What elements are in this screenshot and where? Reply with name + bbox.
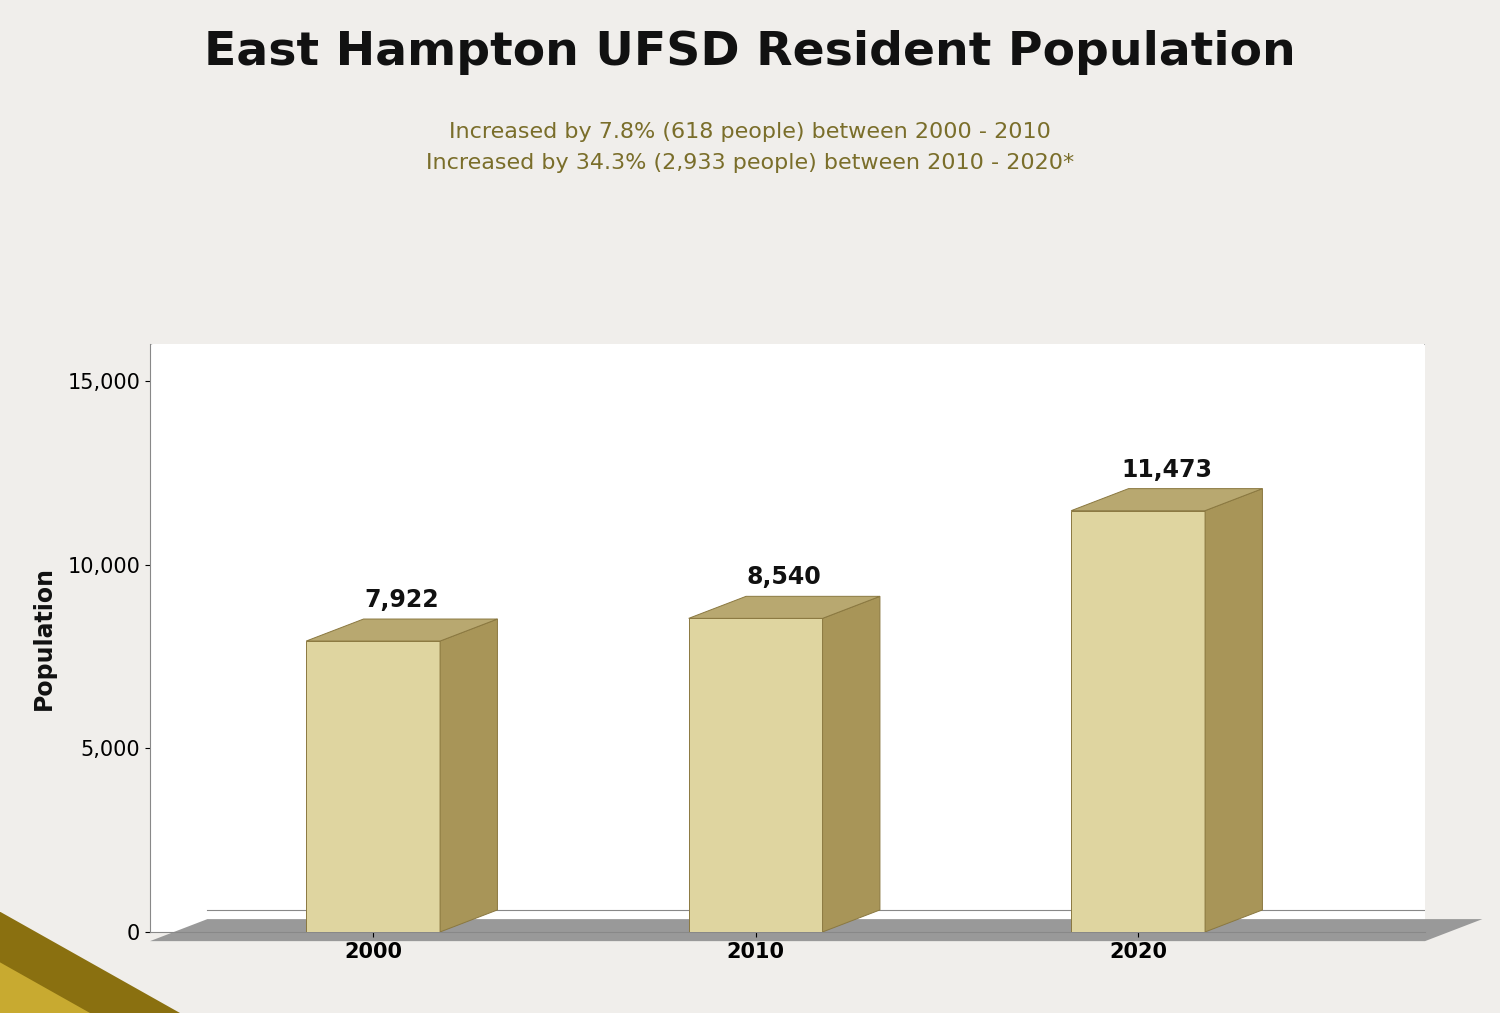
Polygon shape bbox=[440, 619, 498, 932]
Polygon shape bbox=[150, 919, 1482, 941]
Y-axis label: Population: Population bbox=[33, 566, 57, 710]
Polygon shape bbox=[0, 962, 90, 1013]
Polygon shape bbox=[306, 619, 498, 641]
Text: East Hampton UFSD Resident Population: East Hampton UFSD Resident Population bbox=[204, 30, 1296, 75]
Polygon shape bbox=[688, 597, 880, 618]
Polygon shape bbox=[822, 597, 880, 932]
Text: 7,922: 7,922 bbox=[364, 588, 440, 612]
Polygon shape bbox=[1204, 488, 1263, 932]
Polygon shape bbox=[1071, 511, 1204, 932]
Text: Increased by 7.8% (618 people) between 2000 - 2010
Increased by 34.3% (2,933 peo: Increased by 7.8% (618 people) between 2… bbox=[426, 122, 1074, 173]
Text: 11,473: 11,473 bbox=[1122, 458, 1212, 481]
Polygon shape bbox=[688, 618, 822, 932]
Polygon shape bbox=[1071, 488, 1263, 511]
Polygon shape bbox=[0, 912, 180, 1013]
Polygon shape bbox=[306, 641, 440, 932]
Text: 8,540: 8,540 bbox=[747, 565, 822, 590]
